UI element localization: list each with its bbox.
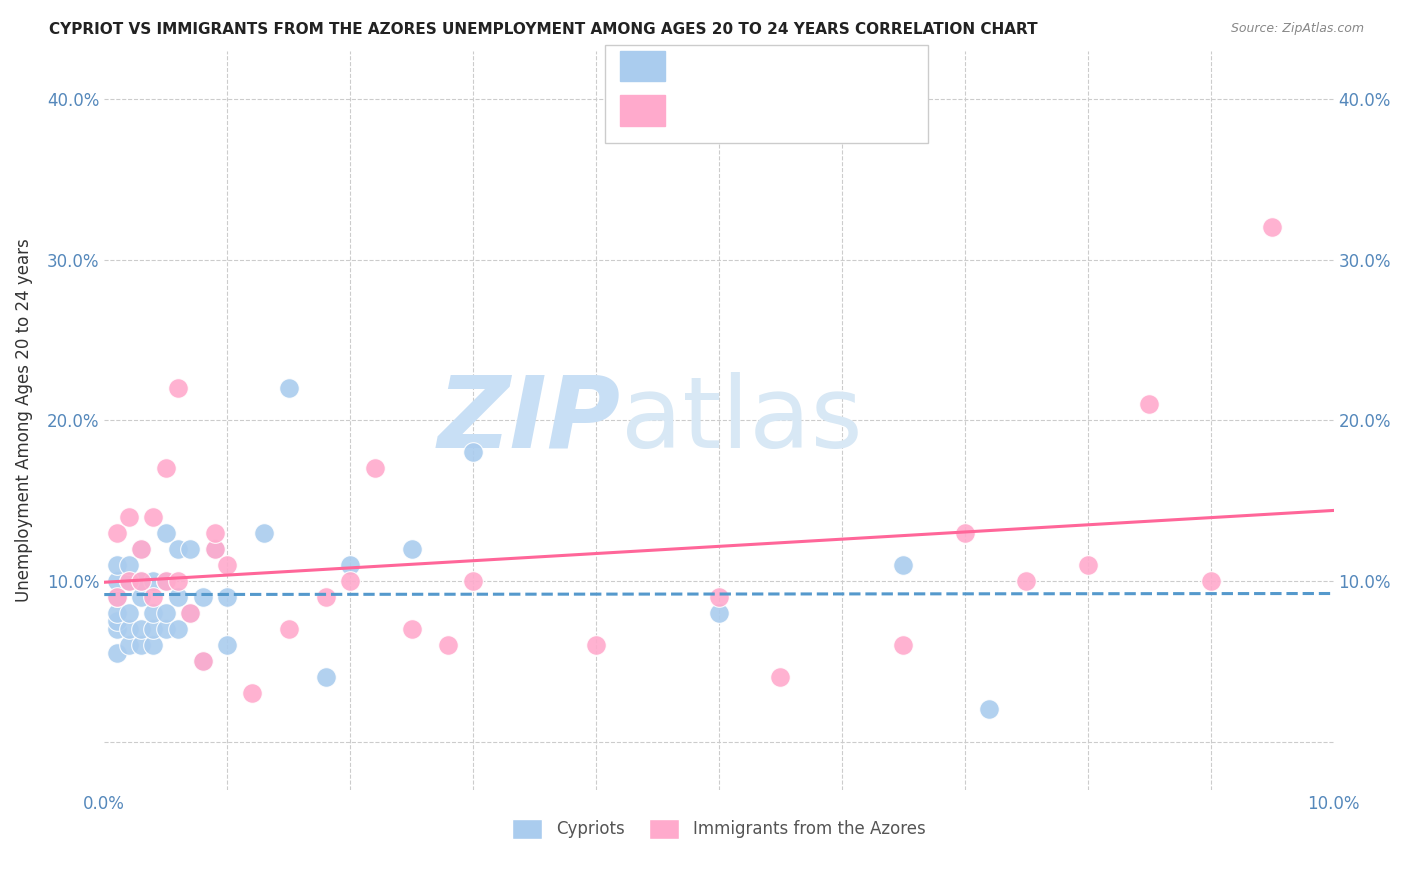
Point [179, 541, 201, 556]
Point [167, 622, 190, 636]
Point [129, 541, 152, 556]
Point [1137, 397, 1160, 411]
Point [277, 622, 299, 636]
Point [142, 590, 165, 604]
Point [217, 590, 239, 604]
Point [167, 381, 190, 395]
Point [240, 686, 263, 700]
Point [129, 622, 152, 636]
Text: R = 0.055   N = 44: R = 0.055 N = 44 [671, 56, 855, 74]
Point [315, 670, 337, 684]
Point [277, 381, 299, 395]
Point [129, 590, 152, 604]
Point [1077, 558, 1099, 572]
Point [118, 509, 141, 524]
Point [155, 574, 177, 588]
Point [155, 574, 177, 588]
Point [217, 558, 239, 572]
Point [1261, 220, 1284, 235]
Point [167, 574, 190, 588]
Point [167, 541, 190, 556]
Point [129, 638, 152, 652]
Point [142, 606, 165, 620]
Point [142, 638, 165, 652]
Point [118, 622, 141, 636]
Point [105, 525, 128, 540]
Point [315, 590, 337, 604]
Point [204, 541, 226, 556]
Point [1015, 574, 1038, 588]
Point [585, 638, 607, 652]
Text: R = 0.356   N = 35: R = 0.356 N = 35 [671, 101, 855, 119]
Point [339, 574, 361, 588]
Point [769, 670, 792, 684]
Point [129, 574, 152, 588]
Point [105, 590, 128, 604]
Point [167, 590, 190, 604]
Point [118, 574, 141, 588]
Point [155, 606, 177, 620]
Point [204, 541, 226, 556]
Point [979, 702, 1001, 716]
Y-axis label: Unemployment Among Ages 20 to 24 years: Unemployment Among Ages 20 to 24 years [15, 238, 32, 602]
Point [155, 461, 177, 475]
Point [129, 541, 152, 556]
Point [339, 558, 361, 572]
Point [891, 558, 914, 572]
Point [105, 574, 128, 588]
Point [461, 574, 484, 588]
Point [707, 590, 730, 604]
Point [179, 606, 201, 620]
Point [179, 606, 201, 620]
Point [461, 445, 484, 459]
Point [364, 461, 387, 475]
Point [217, 638, 239, 652]
Point [953, 525, 976, 540]
Point [105, 622, 128, 636]
Text: ZIP: ZIP [437, 372, 620, 468]
Point [142, 574, 165, 588]
Point [253, 525, 276, 540]
Point [191, 590, 214, 604]
Point [105, 558, 128, 572]
Point [1199, 574, 1222, 588]
Point [129, 574, 152, 588]
Point [155, 622, 177, 636]
Point [105, 606, 128, 620]
Legend: Cypriots, Immigrants from the Azores: Cypriots, Immigrants from the Azores [506, 813, 932, 846]
Point [142, 509, 165, 524]
Point [105, 614, 128, 628]
Point [401, 541, 423, 556]
Point [105, 646, 128, 660]
Point [118, 638, 141, 652]
Point [118, 558, 141, 572]
Text: atlas: atlas [620, 372, 862, 468]
Point [191, 654, 214, 668]
Point [118, 606, 141, 620]
Point [437, 638, 460, 652]
Point [204, 525, 226, 540]
Point [155, 525, 177, 540]
Text: CYPRIOT VS IMMIGRANTS FROM THE AZORES UNEMPLOYMENT AMONG AGES 20 TO 24 YEARS COR: CYPRIOT VS IMMIGRANTS FROM THE AZORES UN… [49, 22, 1038, 37]
Point [891, 638, 914, 652]
Point [191, 654, 214, 668]
Point [105, 590, 128, 604]
Point [707, 606, 730, 620]
Point [118, 574, 141, 588]
Point [401, 622, 423, 636]
Point [142, 622, 165, 636]
Text: Source: ZipAtlas.com: Source: ZipAtlas.com [1230, 22, 1364, 36]
